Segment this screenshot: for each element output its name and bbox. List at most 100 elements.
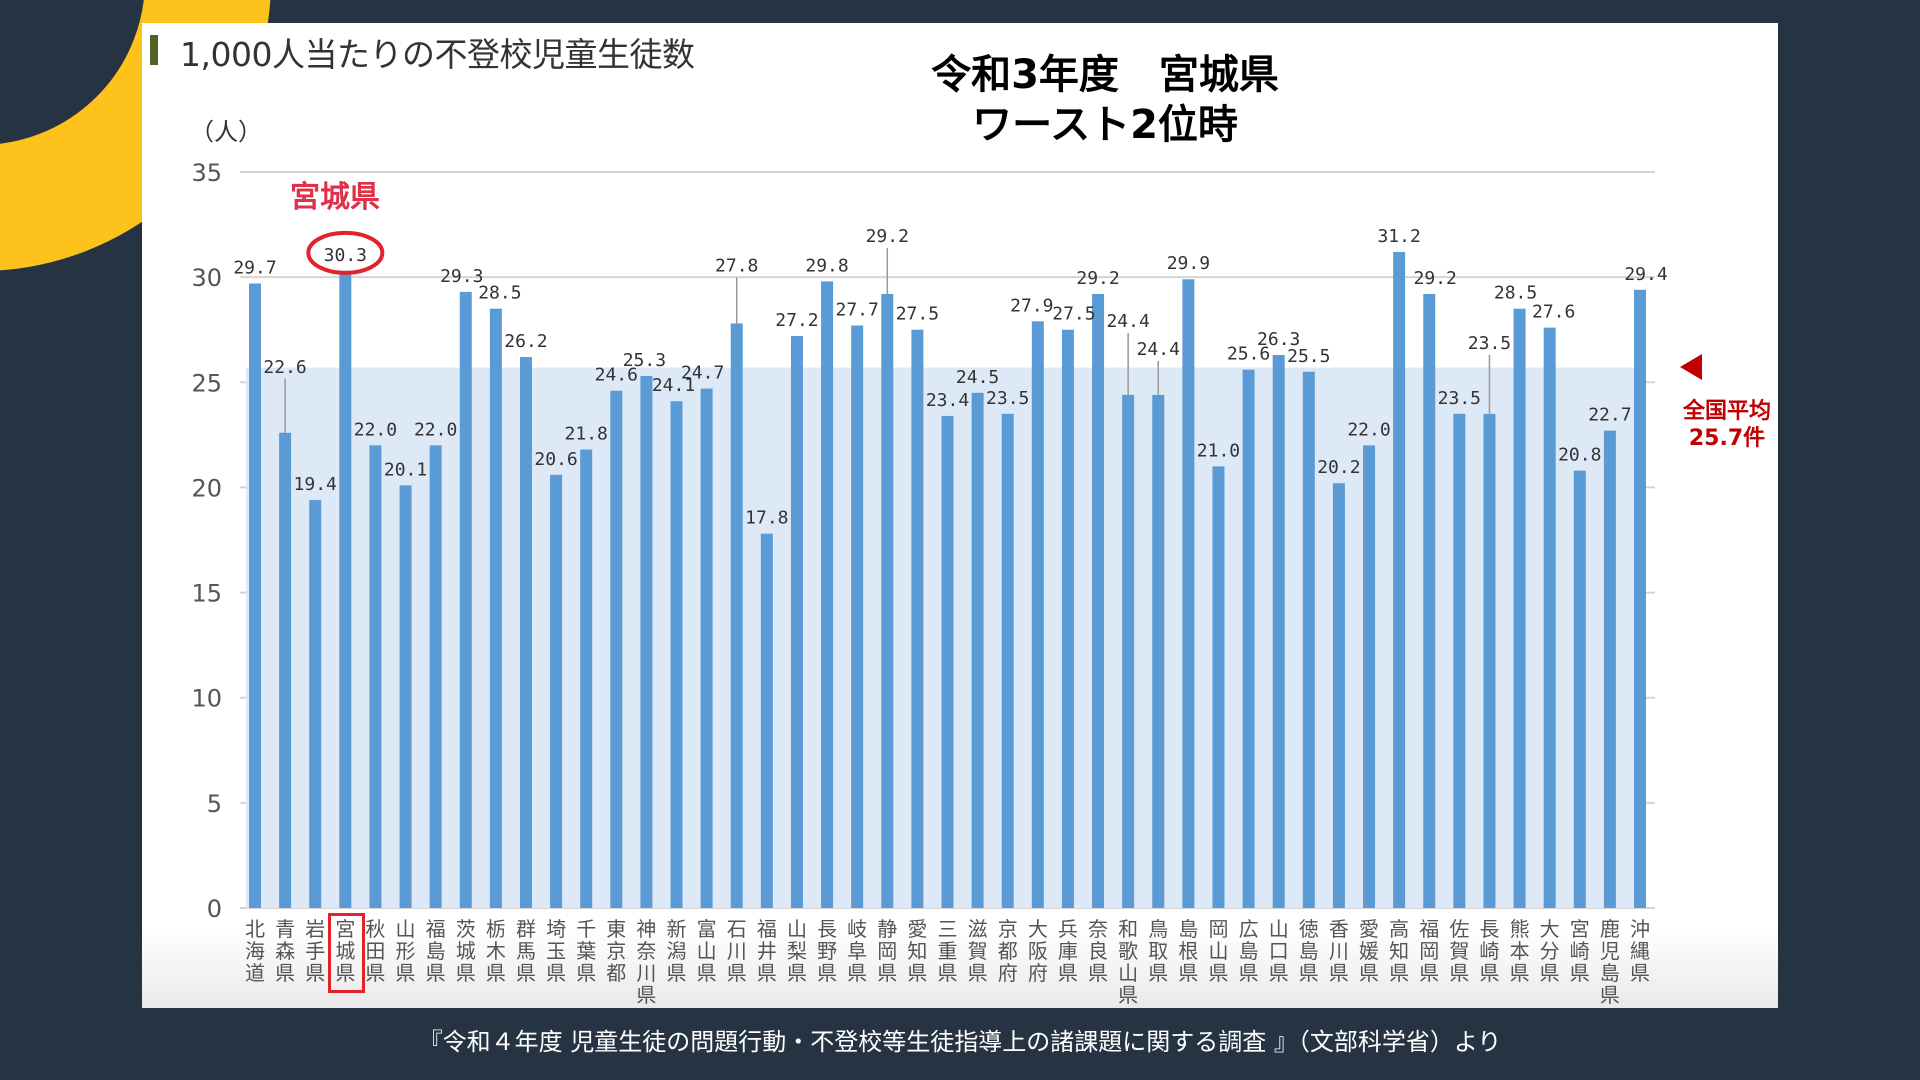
panel-title: 1,000人当たりの不登校児童生徒数 (180, 35, 695, 74)
category-labels: 北海道青森県岩手県宮城県秋田県山形県福島県茨城県栃木県群馬県埼玉県千葉県東京都神… (245, 917, 1650, 1007)
x-tick-label: 福島県 (426, 917, 446, 985)
x-tick-label: 熊本県 (1510, 917, 1530, 985)
bar-東京都 (610, 390, 623, 908)
value-label: 22.7 (1588, 405, 1631, 426)
headline-line-2: ワースト2位時 (972, 102, 1238, 148)
x-tick-label: 徳島県 (1299, 917, 1319, 985)
value-label: 28.5 (478, 283, 521, 304)
bar-島根県 (1182, 279, 1195, 908)
bar-徳島県 (1302, 371, 1315, 908)
x-tick-label: 宮崎県 (1570, 917, 1590, 985)
bar-福井県 (760, 533, 773, 908)
x-tick-label: 鹿児島県 (1600, 917, 1620, 1007)
x-tick-label: 鳥取県 (1148, 917, 1168, 985)
bar-青森県 (279, 432, 292, 908)
x-tick-label: 石川県 (727, 917, 747, 985)
bar-沖縄県 (1634, 289, 1646, 908)
value-label: 27.7 (835, 300, 878, 321)
x-tick-label: 千葉県 (576, 917, 596, 985)
bar-佐賀県 (1453, 413, 1466, 908)
value-label: 17.8 (745, 508, 788, 529)
x-tick-label: 佐賀県 (1449, 917, 1469, 985)
headline: 令和3年度 宮城県 ワースト2位時 (880, 50, 1330, 150)
value-label: 22.6 (263, 357, 306, 378)
bar-栃木県 (489, 308, 502, 909)
x-tick-label: 宮城県 (335, 917, 355, 985)
bar-鳥取県 (1152, 394, 1165, 909)
y-tick-label: 20 (191, 474, 222, 502)
bar-富山県 (700, 388, 713, 908)
bar-群馬県 (519, 357, 532, 909)
x-tick-label: 奈良県 (1088, 917, 1108, 985)
x-tick-label: 愛媛県 (1359, 917, 1379, 985)
y-tick-label: 35 (191, 159, 222, 187)
bar-三重県 (941, 415, 954, 908)
value-label: 20.2 (1317, 457, 1360, 478)
x-tick-label: 岡山県 (1208, 917, 1228, 985)
x-tick-label: 山梨県 (787, 917, 807, 985)
value-label: 24.6 (595, 365, 638, 386)
x-tick-label: 兵庫県 (1058, 917, 1078, 985)
value-label: 31.2 (1377, 226, 1420, 247)
value-label: 29.4 (1624, 264, 1667, 285)
x-tick-label: 滋賀県 (968, 917, 988, 985)
value-label: 19.4 (294, 474, 337, 495)
x-tick-label: 長崎県 (1479, 917, 1499, 985)
bar-熊本県 (1513, 308, 1526, 909)
bar-茨城県 (459, 291, 472, 908)
value-label: 23.5 (1438, 388, 1481, 409)
value-label: 20.1 (384, 459, 427, 480)
bar-大分県 (1543, 327, 1556, 908)
bar-兵庫県 (1061, 329, 1074, 908)
bar-神奈川県 (640, 375, 653, 908)
value-label: 21.0 (1197, 440, 1240, 461)
bar-鹿児島県 (1603, 430, 1616, 908)
x-tick-label: 岩手県 (305, 917, 325, 985)
bar-宮城県 (339, 270, 352, 908)
value-label: 30.3 (324, 245, 367, 266)
value-labels: 29.722.619.430.322.020.122.029.328.526.2… (233, 226, 1667, 529)
x-tick-label: 山形県 (396, 917, 416, 985)
value-label: 24.5 (956, 367, 999, 388)
bar-奈良県 (1092, 293, 1105, 909)
x-tick-label: 茨城県 (456, 917, 476, 985)
highlight-prefecture-label: 宮城県 (290, 180, 380, 215)
x-tick-label: 新潟県 (667, 917, 687, 985)
x-tick-label: 大阪府 (1028, 917, 1048, 985)
value-label: 29.3 (440, 266, 483, 287)
x-tick-label: 神奈川県 (636, 917, 656, 1007)
x-tick-label: 愛知県 (907, 917, 927, 985)
bar-千葉県 (580, 449, 593, 908)
x-tick-label: 大分県 (1540, 917, 1560, 985)
x-tick-label: 香川県 (1329, 917, 1349, 985)
bar-福岡県 (1423, 293, 1436, 909)
value-label: 22.0 (414, 419, 457, 440)
value-label: 25.5 (1287, 346, 1330, 367)
value-label: 24.4 (1106, 311, 1149, 332)
x-tick-label: 京都府 (998, 917, 1018, 985)
x-tick-label: 三重県 (938, 917, 958, 985)
bar-京都府 (1001, 413, 1014, 908)
x-tick-label: 栃木県 (486, 917, 506, 985)
bar-岩手県 (309, 500, 322, 908)
value-label: 29.2 (1414, 268, 1457, 289)
x-tick-label: 北海道 (245, 917, 265, 985)
value-label: 25.6 (1227, 344, 1270, 365)
x-tick-label: 長野県 (817, 917, 837, 985)
value-label: 24.7 (681, 363, 724, 384)
bar-高知県 (1393, 251, 1406, 908)
value-label: 20.6 (534, 449, 577, 470)
value-label: 28.5 (1494, 283, 1537, 304)
value-label: 27.9 (1010, 295, 1053, 316)
value-label: 27.6 (1532, 302, 1575, 323)
value-label: 24.1 (652, 375, 695, 396)
value-label: 22.0 (1347, 419, 1390, 440)
value-label: 29.9 (1167, 253, 1210, 274)
value-label: 29.2 (1076, 268, 1119, 289)
value-label: 29.7 (233, 257, 276, 278)
value-label: 27.2 (775, 310, 818, 331)
x-tick-label: 秋田県 (365, 917, 385, 985)
y-axis-unit-label: （人） (190, 118, 262, 146)
bar-大阪府 (1031, 321, 1044, 908)
